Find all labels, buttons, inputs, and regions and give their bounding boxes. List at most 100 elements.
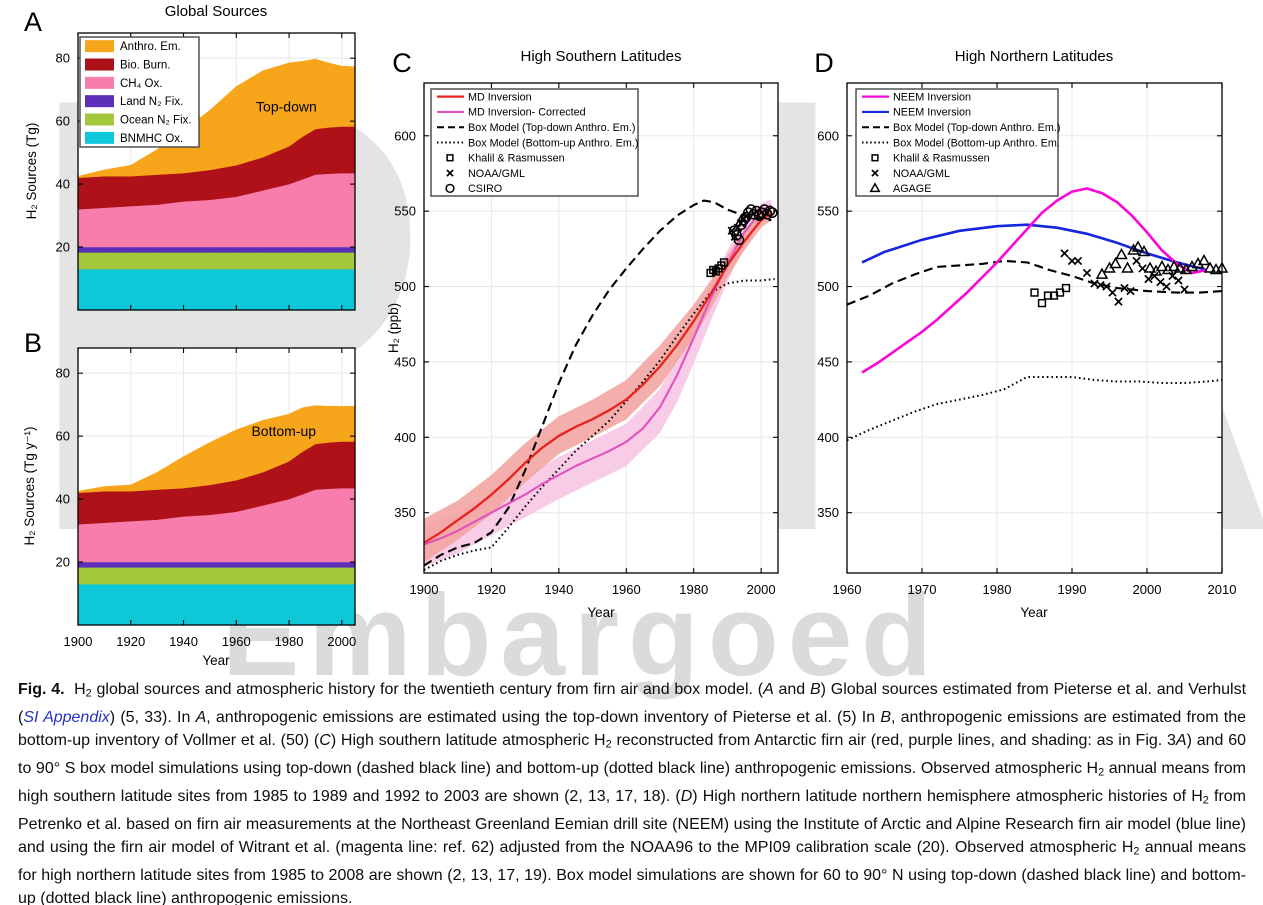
caption-text: ) High northern latitude northern hemisp… bbox=[692, 787, 1203, 805]
caption-text: ) Global sources estimated from Pieterse… bbox=[18, 681, 1247, 726]
svg-text:C: C bbox=[392, 48, 412, 78]
caption-text: A bbox=[763, 681, 774, 698]
panel-c: 350 400 450 500 550 600 1900 1920 1940 1960 1980 20… bbox=[386, 48, 779, 620]
marker-set bbox=[706, 258, 729, 278]
figure-canvas: 20 40 60 80 Global Sources A H₂ Sources (Tg) To… bbox=[22, 3, 1236, 668]
svg-text:1980: 1980 bbox=[983, 582, 1012, 597]
legend-a: Anthro. Em. Bio. Burn. CH₄ Ox. Land N₂ Fix.… bbox=[79, 36, 200, 148]
figure-caption: Fig. 4. H2 global sources and atmospheri… bbox=[18, 678, 1246, 905]
area-layer bbox=[77, 268, 356, 311]
svg-text:1900: 1900 bbox=[410, 582, 439, 597]
svg-text:Box Model (Bottom-up Anthro. E: Box Model (Bottom-up Anthro. Em.) bbox=[468, 137, 638, 149]
svg-text:600: 600 bbox=[817, 128, 839, 143]
svg-text:Bottom-up: Bottom-up bbox=[251, 423, 316, 439]
si-appendix-link[interactable]: SI Appendix bbox=[23, 708, 110, 726]
svg-text:80: 80 bbox=[56, 51, 70, 66]
svg-text:Khalil & Rasmussen: Khalil & Rasmussen bbox=[468, 153, 565, 165]
svg-text:Khalil & Rasmussen: Khalil & Rasmussen bbox=[893, 153, 990, 165]
svg-text:400: 400 bbox=[817, 430, 839, 445]
svg-text:60: 60 bbox=[56, 429, 70, 444]
svg-text:1900: 1900 bbox=[64, 634, 93, 649]
svg-text:AGAGE: AGAGE bbox=[893, 183, 931, 195]
svg-text:2010: 2010 bbox=[1208, 582, 1237, 597]
svg-text:1940: 1940 bbox=[169, 634, 198, 649]
caption-text: B bbox=[809, 681, 821, 698]
svg-text:H₂ Sources (Tg y⁻¹): H₂ Sources (Tg y⁻¹) bbox=[22, 427, 37, 546]
svg-text:1980: 1980 bbox=[679, 582, 708, 597]
area-layer bbox=[77, 561, 356, 568]
svg-text:H₂ Sources (Tg): H₂ Sources (Tg) bbox=[24, 123, 39, 220]
caption-text: 2 bbox=[1098, 766, 1105, 779]
svg-text:Ocean N₂ Fix.: Ocean N₂ Fix. bbox=[120, 115, 192, 127]
svg-text:Box Model (Top-down Anthro. Em: Box Model (Top-down Anthro. Em.) bbox=[468, 122, 635, 134]
area-layer bbox=[77, 583, 356, 626]
svg-text:2000: 2000 bbox=[747, 582, 776, 597]
panel-a: 20 40 60 80 Global Sources A H₂ Sources (Tg) To… bbox=[24, 3, 356, 311]
svg-text:500: 500 bbox=[817, 279, 839, 294]
caption-text: 2 bbox=[605, 738, 612, 751]
svg-text:Top-down: Top-down bbox=[256, 99, 317, 115]
svg-text:1960: 1960 bbox=[833, 582, 862, 597]
svg-text:1940: 1940 bbox=[544, 582, 573, 597]
series-line bbox=[846, 259, 1223, 306]
caption-text: A bbox=[1175, 732, 1187, 750]
svg-text:2000: 2000 bbox=[327, 634, 356, 649]
svg-text:1970: 1970 bbox=[908, 582, 937, 597]
svg-text:Year: Year bbox=[1020, 605, 1048, 620]
svg-text:1960: 1960 bbox=[612, 582, 641, 597]
series-line bbox=[861, 187, 1208, 374]
marker-set bbox=[1095, 240, 1229, 279]
svg-text:NEEM Inversion: NEEM Inversion bbox=[893, 91, 971, 103]
caption-text: 2 bbox=[85, 687, 92, 700]
svg-text:D: D bbox=[814, 48, 834, 78]
svg-text:Year: Year bbox=[587, 605, 615, 620]
caption-text: global sources and atmospheric history f… bbox=[91, 681, 764, 698]
svg-text:550: 550 bbox=[394, 204, 416, 219]
caption-text: A bbox=[195, 708, 207, 726]
svg-text:350: 350 bbox=[394, 505, 416, 520]
svg-text:Anthro. Em.: Anthro. Em. bbox=[120, 41, 181, 53]
caption-text: 2 bbox=[1202, 794, 1209, 807]
caption-text: ) High southern latitude atmospheric H bbox=[330, 732, 606, 750]
panel-d: 350 400 450 500 550 600 1960 1970 1980 1990 2000 20… bbox=[814, 48, 1236, 620]
svg-text:1920: 1920 bbox=[116, 634, 145, 649]
area-layer bbox=[77, 567, 356, 585]
caption-text: annual means for high northern latitude … bbox=[18, 839, 1247, 905]
svg-text:400: 400 bbox=[394, 430, 416, 445]
caption-text: , anthropogenic emissions are estimated … bbox=[206, 708, 881, 726]
svg-text:CH₄ Ox.: CH₄ Ox. bbox=[120, 78, 162, 90]
svg-text:NOAA/GML: NOAA/GML bbox=[893, 168, 950, 180]
series-line bbox=[861, 223, 1208, 272]
marker-set bbox=[1030, 283, 1071, 308]
svg-text:CSIRO: CSIRO bbox=[468, 183, 502, 195]
caption-text: 2 bbox=[1133, 845, 1140, 858]
svg-text:Box Model (Bottom-up Anthro. E: Box Model (Bottom-up Anthro. Em. bbox=[893, 137, 1060, 149]
area-layer bbox=[77, 246, 356, 253]
svg-text:H₂ (ppb): H₂ (ppb) bbox=[386, 303, 401, 353]
svg-text:2000: 2000 bbox=[1133, 582, 1162, 597]
svg-text:60: 60 bbox=[56, 114, 70, 129]
svg-text:1990: 1990 bbox=[1058, 582, 1087, 597]
svg-text:20: 20 bbox=[56, 555, 70, 570]
svg-text:High Southern Latitudes: High Southern Latitudes bbox=[521, 48, 682, 65]
svg-text:NEEM Inversion: NEEM Inversion bbox=[893, 107, 971, 119]
caption-text: B bbox=[880, 708, 891, 726]
caption-text: D bbox=[680, 787, 693, 805]
caption-text: ) (5, 33). In bbox=[109, 708, 196, 726]
caption-text: from Petrenko et al. based on firn air m… bbox=[18, 787, 1246, 856]
caption-text: annual means from high southern latitude… bbox=[18, 760, 1246, 805]
svg-text:600: 600 bbox=[394, 128, 416, 143]
svg-text:B: B bbox=[24, 328, 42, 358]
caption-text: H bbox=[64, 681, 86, 698]
svg-text:Land N₂ Fix.: Land N₂ Fix. bbox=[120, 96, 183, 108]
svg-text:A: A bbox=[24, 7, 42, 37]
svg-text:1920: 1920 bbox=[477, 582, 506, 597]
svg-text:Bio. Burn.: Bio. Burn. bbox=[120, 60, 171, 72]
svg-text:BNMHC Ox.: BNMHC Ox. bbox=[120, 133, 183, 145]
svg-text:MD Inversion: MD Inversion bbox=[468, 91, 532, 103]
caption-text: C bbox=[319, 732, 331, 750]
legend-c: MD Inversion MD Inversion- Corrected Box M… bbox=[430, 88, 639, 197]
marker-set bbox=[728, 204, 778, 246]
series-line bbox=[846, 376, 1223, 442]
